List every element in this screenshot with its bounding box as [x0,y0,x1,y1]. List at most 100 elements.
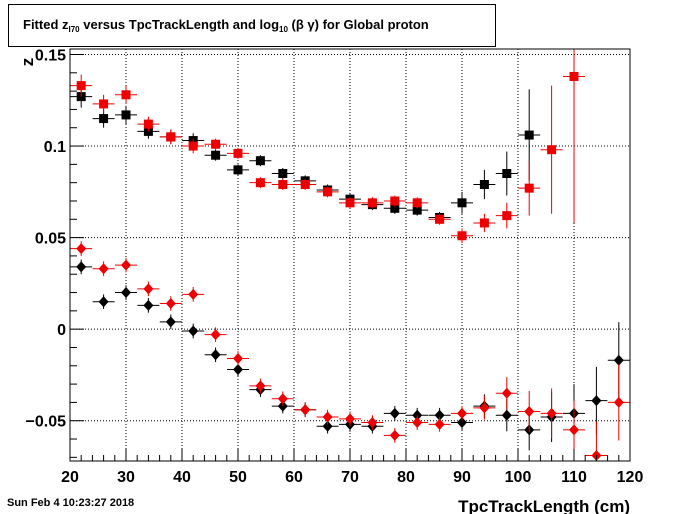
square-marker [479,218,489,228]
square-marker [345,198,355,208]
square-marker [569,71,579,81]
data-points [70,49,630,462]
square-marker [390,196,400,206]
diamond-marker [165,298,176,310]
plot-frame [69,48,631,462]
x-tick-label: 40 [173,469,191,486]
series-2 [70,259,630,451]
square-marker [121,110,131,120]
square-marker [502,211,512,221]
square-marker [479,180,489,190]
square-marker [166,132,176,142]
chart-title-box: Fitted zI70 versus TpcTrackLength and lo… [8,4,496,47]
diamond-marker [121,287,131,299]
x-tick-label: 60 [285,469,303,486]
y-tick-label: −0.05 [26,414,67,431]
diamond-marker [367,417,378,429]
diamond-marker [210,349,221,361]
grid-lines [69,49,631,461]
x-tick-label: 100 [505,469,532,486]
diamond-marker [434,409,445,421]
square-marker [211,139,221,149]
square-marker [390,203,400,213]
diamond-marker [457,417,467,429]
diamond-marker [613,354,624,366]
square-marker [367,198,377,208]
diamond-marker [76,243,87,255]
x-tick-label: 110 [561,469,587,486]
y-tick-label: 0.05 [35,231,66,248]
square-marker [278,180,288,190]
x-tick-label: 80 [397,469,415,486]
square-marker [300,180,310,190]
diamond-marker [501,409,512,421]
series-3 [70,241,630,462]
diamond-marker [389,429,400,441]
y-tick-label: 0.1 [44,139,66,156]
square-marker [457,198,467,208]
square-marker [233,165,243,175]
square-marker [323,187,333,197]
axis-ticks [69,53,631,461]
diamond-marker [546,407,557,419]
series-0 [70,85,541,223]
square-marker [233,148,243,158]
square-marker [547,145,557,155]
diamond-marker [188,325,199,337]
diamond-marker [165,316,176,328]
diamond-marker [98,296,109,308]
tick-labels: 20 30 40 50 60 70 80 90 100 110 120 −0.05 0 0.05 0.1 0.… [26,47,644,486]
x-axis-title: TpcTrackLength (cm) [458,497,630,514]
x-tick-label: 20 [61,469,79,486]
y-tick-label: 0 [57,322,66,339]
diamond-marker [412,417,423,429]
square-marker [99,114,109,124]
x-tick-label: 90 [453,469,471,486]
diamond-marker [277,393,288,405]
diamond-marker [434,418,445,430]
diamond-marker [524,406,535,418]
square-marker [143,119,153,129]
diamond-marker [591,395,602,407]
square-marker [76,81,86,91]
diamond-marker [389,407,400,419]
square-marker [211,150,221,160]
square-marker [278,169,288,179]
diamond-marker [121,259,131,271]
diamond-marker [143,283,154,295]
diamond-marker [345,413,355,425]
diamond-marker [457,407,467,419]
square-marker [188,141,198,151]
diamond-marker [188,288,199,300]
square-marker [255,178,265,188]
square-marker [524,130,534,140]
diamond-marker [233,352,243,364]
diamond-marker [300,404,311,416]
diamond-marker [143,299,154,311]
chart-title: Fitted zI70 versus TpcTrackLength and lo… [23,17,429,34]
square-marker [99,99,109,109]
diamond-marker [322,420,333,432]
diamond-marker [98,263,109,275]
diamond-marker [479,402,490,414]
title-prefix: Fitted z [23,17,69,32]
title-subscript-10: 10 [279,25,288,34]
title-subscript-i70: I70 [68,25,80,34]
square-marker [412,198,422,208]
diamond-marker [613,396,624,408]
square-marker [255,156,265,166]
square-marker [457,231,467,241]
x-tick-label: 30 [117,469,135,486]
square-marker [121,90,131,100]
diamond-marker [569,424,579,436]
diamond-marker [322,411,333,423]
x-tick-label: 50 [229,469,247,486]
timestamp: Sun Feb 4 10:23:27 2018 [7,497,135,509]
diamond-marker [501,387,512,399]
diamond-marker [210,329,221,341]
title-middle: versus TpcTrackLength and log [79,17,280,32]
y-axis-title: z [18,58,37,67]
diamond-marker [76,261,87,273]
square-marker [435,214,445,224]
